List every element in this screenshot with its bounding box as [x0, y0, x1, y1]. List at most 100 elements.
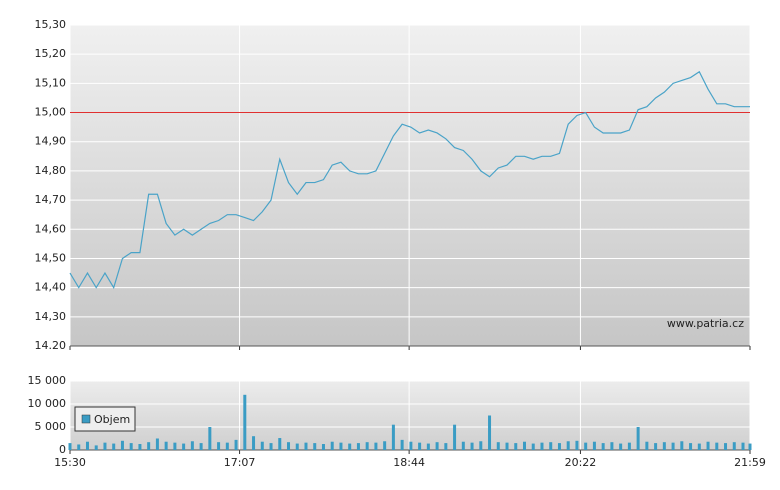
- volume-bar: [365, 442, 369, 450]
- y-tick-label: 15,20: [35, 47, 67, 60]
- volume-bar: [697, 443, 701, 450]
- y-tick-label: 14,70: [35, 193, 67, 206]
- volume-bar: [522, 441, 526, 450]
- volume-bar: [391, 424, 395, 450]
- volume-bar: [461, 441, 465, 450]
- y-tick-label: 5 000: [35, 420, 67, 433]
- volume-bar: [566, 441, 570, 450]
- price-plot-area: [70, 25, 750, 346]
- volume-bar: [278, 438, 282, 450]
- volume-bar: [496, 442, 500, 450]
- volume-bar: [601, 443, 605, 450]
- volume-bar: [217, 442, 221, 450]
- volume-bar: [444, 443, 448, 450]
- volume-bar: [627, 442, 631, 450]
- volume-bar: [531, 443, 535, 450]
- volume-bar: [748, 443, 752, 450]
- volume-bar: [557, 443, 561, 450]
- volume-bar: [295, 443, 299, 450]
- y-tick-label: 15,30: [35, 18, 67, 31]
- volume-bar: [374, 442, 378, 450]
- volume-bar: [94, 445, 98, 450]
- volume-bar: [208, 427, 212, 450]
- volume-bar: [400, 439, 404, 450]
- y-tick-label: 15,10: [35, 76, 67, 89]
- volume-bar: [418, 442, 422, 450]
- y-tick-label: 14,30: [35, 310, 67, 323]
- y-tick-label: 14,50: [35, 251, 67, 264]
- volume-bar: [243, 394, 247, 450]
- volume-bar: [129, 443, 133, 450]
- x-tick-label: 21:59: [734, 456, 766, 469]
- volume-bar: [514, 443, 518, 450]
- y-tick-label: 14,90: [35, 135, 67, 148]
- legend-label: Objem: [94, 413, 130, 426]
- volume-bar: [173, 442, 177, 450]
- volume-bar: [715, 442, 719, 450]
- volume-bar: [287, 442, 291, 450]
- volume-bar: [313, 443, 317, 450]
- volume-bar: [488, 415, 492, 450]
- volume-bar: [225, 442, 229, 450]
- volume-bar: [383, 441, 387, 450]
- volume-bar: [732, 442, 736, 450]
- volume-bar: [269, 443, 273, 450]
- y-tick-label: 14,40: [35, 281, 67, 294]
- x-tick-label: 20:22: [565, 456, 597, 469]
- volume-bar: [138, 444, 142, 450]
- y-tick-label: 15,00: [35, 106, 67, 119]
- volume-bar: [348, 443, 352, 450]
- x-tick-label: 18:44: [393, 456, 425, 469]
- volume-bar: [85, 441, 89, 450]
- y-tick-label: 14,80: [35, 164, 67, 177]
- x-tick-label: 15:30: [54, 456, 86, 469]
- volume-bar: [645, 441, 649, 450]
- volume-bar: [662, 442, 666, 450]
- volume-bar: [619, 443, 623, 450]
- volume-bar: [164, 441, 168, 450]
- volume-bar: [426, 443, 430, 450]
- volume-bar: [549, 442, 553, 450]
- volume-bar: [190, 441, 194, 450]
- volume-bar: [505, 442, 509, 450]
- x-tick-label: 17:07: [224, 456, 256, 469]
- y-tick-label: 10 000: [28, 397, 67, 410]
- y-tick-label: 14.20: [35, 339, 67, 352]
- volume-bar: [68, 443, 72, 450]
- volume-bar: [330, 441, 334, 450]
- volume-bar: [636, 427, 640, 450]
- volume-bar: [540, 442, 544, 450]
- y-tick-label: 0: [59, 443, 66, 456]
- volume-bar: [199, 443, 203, 450]
- y-tick-label: 15 000: [28, 374, 67, 387]
- legend-swatch: [81, 414, 91, 424]
- volume-bar: [453, 424, 457, 450]
- volume-bar: [706, 441, 710, 450]
- volume-bar: [112, 443, 116, 450]
- volume-bar: [592, 441, 596, 450]
- volume-bar: [155, 438, 159, 450]
- price-line: [69, 70, 750, 290]
- watermark: www.patria.cz: [667, 317, 744, 330]
- volume-bar: [575, 440, 579, 450]
- volume-bar: [182, 443, 186, 450]
- volume-bar: [654, 443, 658, 450]
- volume-bar: [304, 442, 308, 450]
- volume-bar: [741, 442, 745, 450]
- volume-bar: [252, 436, 256, 450]
- volume-bar: [435, 442, 439, 450]
- volume-bar: [321, 444, 325, 450]
- volume-bar: [724, 443, 728, 450]
- y-tick-label: 14,60: [35, 222, 67, 235]
- volume-bar: [584, 442, 588, 450]
- volume-bar: [479, 441, 483, 450]
- volume-bar: [689, 443, 693, 450]
- volume-bar: [339, 442, 343, 450]
- volume-bar: [409, 441, 413, 450]
- volume-bar: [260, 441, 264, 450]
- volume-bar: [671, 442, 675, 450]
- volume-bar: [147, 442, 151, 450]
- volume-bar: [234, 439, 238, 450]
- volume-bar: [356, 443, 360, 450]
